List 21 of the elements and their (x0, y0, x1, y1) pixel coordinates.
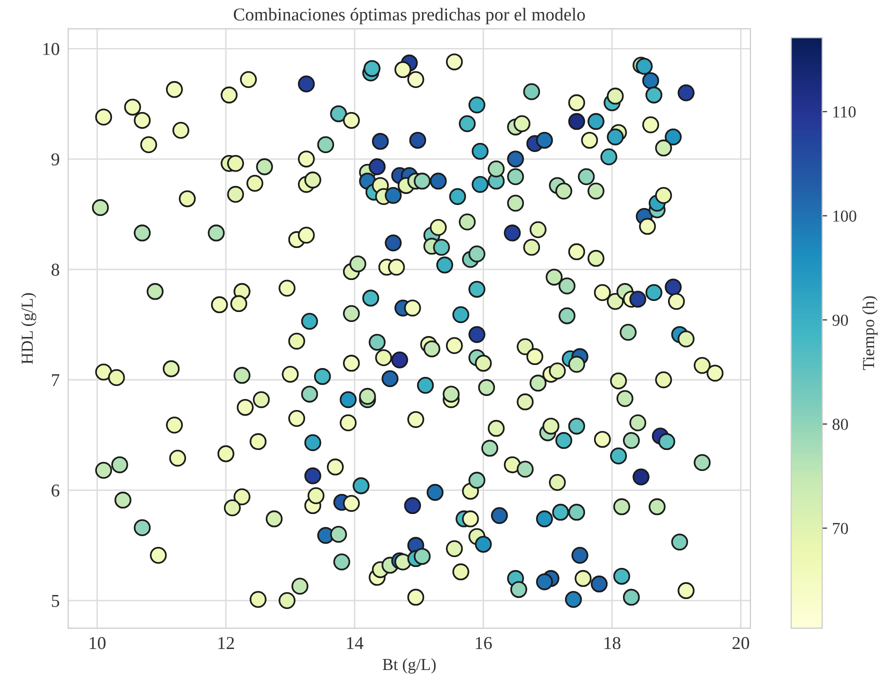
x-tick-label: 10 (90, 637, 106, 650)
y-tick-label: 9 (51, 153, 60, 166)
color-bar-label: 100 (833, 210, 856, 222)
x-tick-label: 20 (732, 637, 750, 650)
color-bar-label: 90 (832, 314, 848, 326)
y-tick-label: 6 (52, 484, 60, 497)
y-tick-label: 7 (52, 374, 60, 386)
color-bar-label: 80 (832, 418, 848, 430)
color-bar-label: 110 (833, 106, 856, 118)
y-axis-title: HDL (g/L) (21, 293, 36, 364)
y-tick-label: 5 (52, 594, 60, 607)
x-tick-label: 16 (476, 637, 492, 650)
x-tick-label: 14 (347, 637, 364, 650)
chart-title: Combinaciones óptimas predichas por el modelo (234, 8, 585, 24)
color-bar-label: 70 (833, 522, 848, 534)
x-tick-label: 12 (218, 637, 234, 650)
x-tick-label: 18 (604, 637, 620, 650)
color-bar-title: Tiempo (h) (862, 296, 878, 370)
x-axis-title: Bt (g/L) (382, 658, 436, 674)
y-tick-label: 10 (43, 42, 60, 56)
y-tick-label: 8 (52, 264, 60, 276)
